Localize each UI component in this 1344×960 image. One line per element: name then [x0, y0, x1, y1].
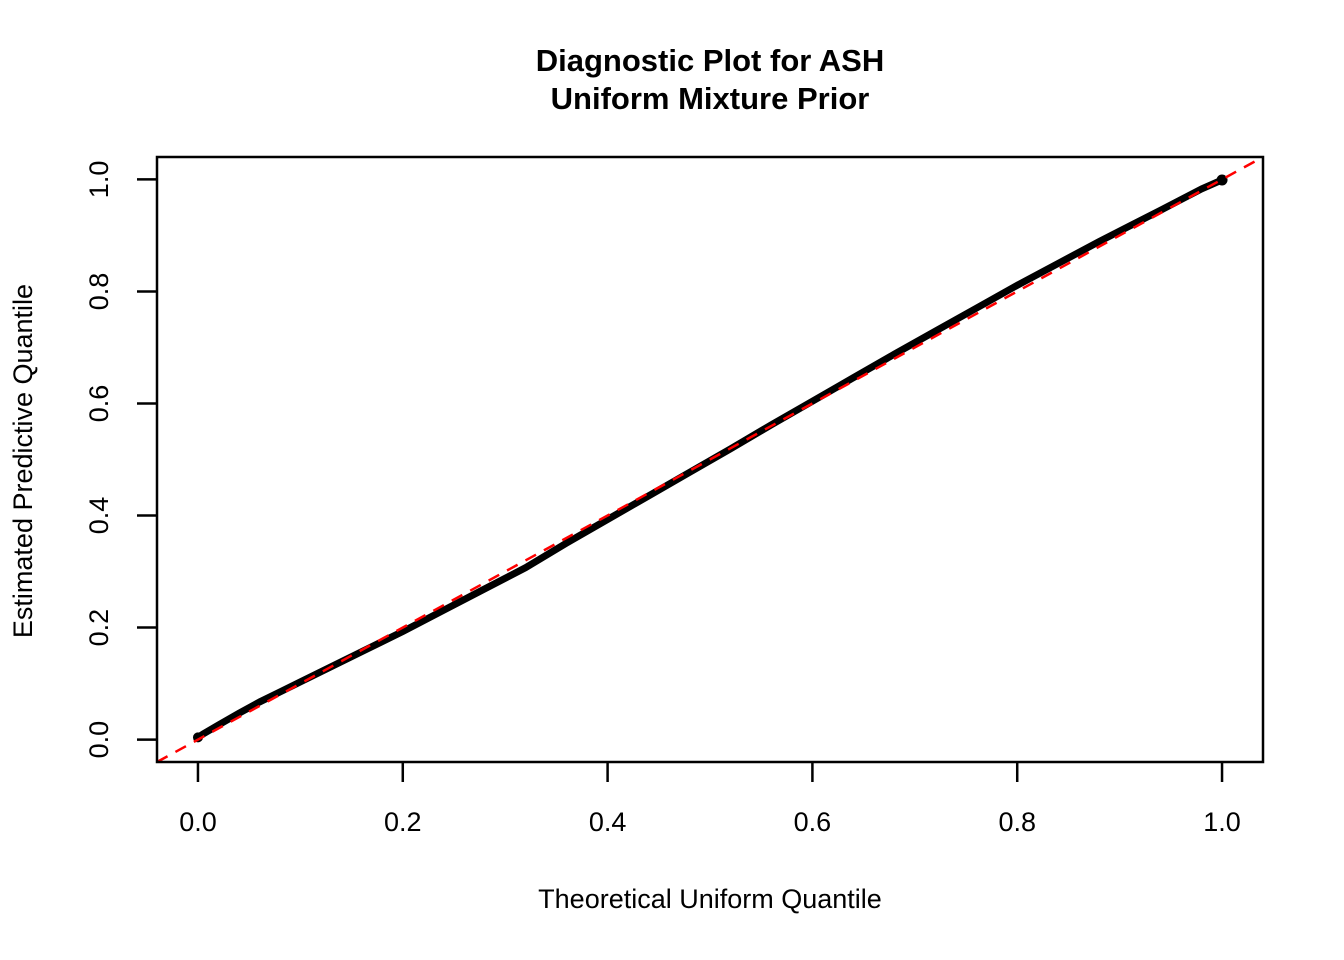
- x-axis-tick-label: 0.4: [589, 807, 627, 837]
- x-axis-tick-label: 0.8: [998, 807, 1036, 837]
- y-axis-tick-label: 0.4: [84, 497, 114, 535]
- chart-title-line-2: Uniform Mixture Prior: [550, 81, 870, 116]
- x-axis-title: Theoretical Uniform Quantile: [538, 884, 882, 914]
- y-axis-tick-label: 0.8: [84, 273, 114, 311]
- qq-curve-end-point: [1216, 174, 1228, 186]
- plot-border: [155, 155, 1265, 764]
- qq-curve: [194, 176, 1226, 741]
- x-axis-tick-label: 1.0: [1203, 807, 1241, 837]
- y-axis-tick-label: 1.0: [84, 161, 114, 199]
- reference-line: [156, 155, 1264, 764]
- chart-title-line-1: Diagnostic Plot for ASH: [535, 43, 885, 78]
- y-axis-title: Estimated Predictive Quantile: [8, 283, 38, 639]
- x-axis-tick-label: 0.6: [794, 807, 832, 837]
- x-axis-tick-label: 0.0: [179, 807, 217, 837]
- y-axis-tick-label: 0.0: [84, 721, 114, 759]
- y-axis-tick-label: 0.2: [84, 609, 114, 647]
- y-axis-tick-label: 0.6: [84, 385, 114, 423]
- x-axis-tick-label: 0.2: [384, 807, 422, 837]
